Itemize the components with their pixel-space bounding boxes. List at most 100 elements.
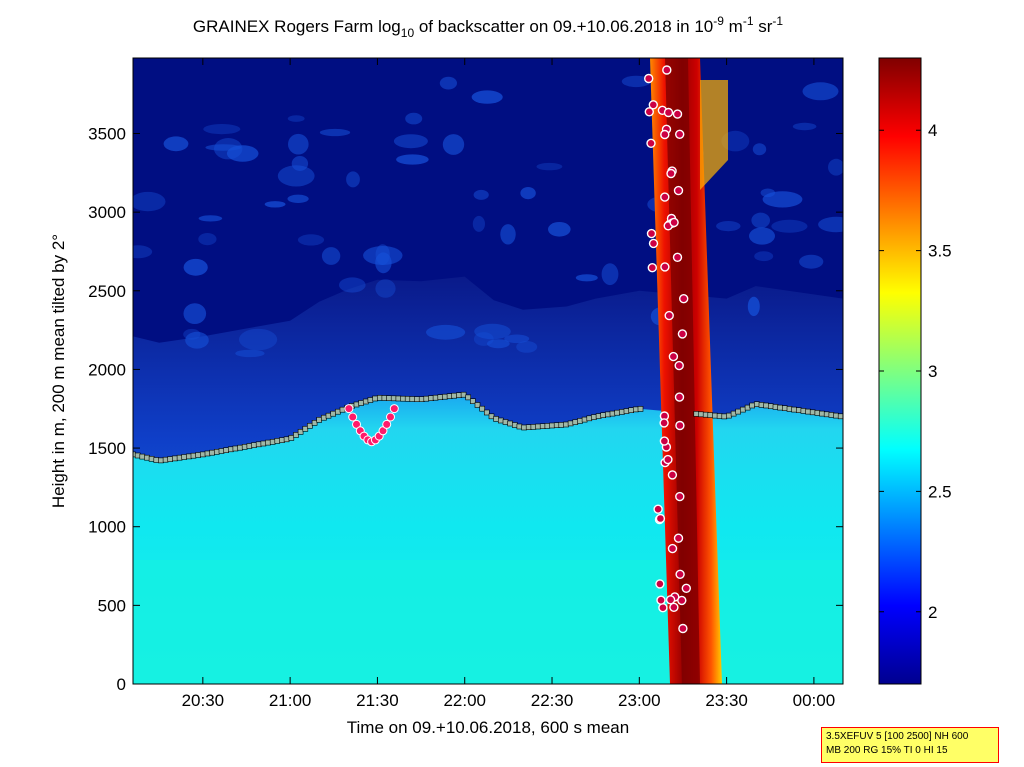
precipitation-marker: [646, 138, 656, 149]
cloud-patch: [287, 194, 309, 203]
boundary-layer-marker: [451, 392, 458, 399]
boundary-layer-marker: [228, 446, 234, 453]
boundary-layer-marker: [325, 412, 332, 419]
cloud-patch: [133, 191, 166, 212]
cloud-patch: [277, 165, 315, 187]
boundary-layer-marker: [409, 396, 416, 402]
precipitation-marker: [644, 73, 654, 84]
colorbar: [878, 57, 922, 685]
boundary-layer-marker: [614, 409, 621, 416]
cloud-patch: [133, 245, 153, 259]
boundary-layer-marker: [781, 405, 788, 412]
boundary-layer-marker: [758, 402, 765, 408]
cloud-patch: [439, 76, 457, 90]
heatmap-area: [133, 58, 843, 684]
precipitation-marker: [647, 263, 657, 273]
cloud-patch: [486, 339, 510, 349]
cloud-patch: [601, 263, 619, 286]
boundary-layer-marker: [223, 447, 229, 454]
cloud-patch: [288, 133, 309, 155]
boundary-layer-marker: [148, 455, 155, 462]
boundary-layer-marker: [525, 424, 532, 431]
boundary-layer-marker: [274, 438, 281, 444]
cloud-patch: [472, 215, 485, 232]
precipitation-marker: [664, 310, 674, 321]
boundary-layer-marker: [726, 412, 732, 419]
near-surface-layer: [133, 560, 843, 684]
boundary-layer-marker: [544, 423, 551, 429]
title-superscript-2: -1: [743, 14, 754, 28]
y-tick-label: 3500: [88, 124, 126, 143]
cloud-patch: [321, 247, 341, 265]
boundary-layer-marker: [698, 411, 704, 418]
boundary-layer-marker: [623, 408, 630, 414]
colorbar-ticks: 2 2.5 3 3.5 4: [879, 121, 952, 622]
y-tick-label: 1500: [88, 439, 126, 458]
boundary-layer-marker: [307, 422, 313, 429]
boundary-layer-marker: [730, 410, 737, 417]
boundary-layer-marker: [404, 395, 411, 402]
boundary-layer-marker: [400, 395, 406, 402]
boundary-layer-marker: [511, 422, 518, 428]
boundary-layer-marker: [800, 408, 807, 414]
cloud-patch: [504, 334, 530, 344]
boundary-layer-marker: [372, 395, 378, 402]
boundary-layer-marker: [241, 443, 248, 450]
boundary-layer-marker: [214, 448, 220, 455]
boundary-layer-marker: [200, 451, 206, 458]
cloud-patch: [548, 222, 571, 237]
boundary-layer-marker: [809, 409, 816, 416]
cloud-patch: [346, 171, 360, 188]
boundary-layer-marker: [195, 452, 201, 458]
cloud-patch: [721, 130, 750, 152]
boundary-layer-marker: [600, 412, 607, 419]
boundary-layer-marker: [172, 455, 178, 462]
boundary-layer-marker: [474, 402, 481, 408]
boundary-layer-marker: [293, 432, 299, 438]
boundary-layer-marker: [181, 454, 187, 460]
boundary-layer-marker: [488, 413, 495, 420]
precipitation-marker: [672, 109, 683, 119]
precipitation-marker: [667, 543, 678, 554]
x-axis-ticks: 20:30 21:00 21:30 22:00 22:30 23:00 23:30 00:00: [182, 58, 835, 710]
precipitation-marker: [663, 454, 673, 465]
colorbar-tick-label: 2: [928, 603, 937, 622]
precipitation-marker: [660, 129, 670, 140]
boundary-layer-marker: [311, 419, 318, 426]
boundary-layer-marker: [460, 391, 467, 398]
boundary-layer-marker: [437, 394, 444, 401]
precipitation-marker: [668, 351, 679, 362]
precipitation-marker: [673, 185, 684, 196]
boundary-layer-marker: [158, 457, 164, 464]
precipitation-marker: [653, 504, 663, 514]
precipitation-marker: [659, 436, 670, 446]
boundary-layer-marker: [628, 407, 635, 414]
boundary-layer-marker: [446, 393, 453, 400]
precipitation-marker: [656, 595, 666, 605]
boundary-layer-marker: [549, 422, 555, 429]
boundary-layer-marker: [470, 398, 476, 405]
boundary-layer-marker: [521, 424, 527, 431]
y-tick-label: 1000: [88, 518, 126, 537]
cloud-patch: [203, 124, 241, 135]
cloud-patch: [287, 115, 305, 122]
title-subscript: 10: [401, 26, 415, 40]
boundary-layer-marker: [483, 409, 490, 416]
boundary-layer-marker: [716, 413, 723, 419]
precipitation-marker: [648, 100, 658, 110]
boundary-layer-marker: [502, 419, 509, 425]
boundary-layer-marker: [609, 410, 616, 417]
cloud-patch: [516, 341, 538, 353]
precipitation-marker: [681, 583, 691, 593]
boundary-layer-marker: [283, 436, 290, 443]
precipitation-marker: [677, 329, 688, 339]
boundary-layer-marker: [367, 397, 374, 403]
boundary-layer-marker: [418, 396, 425, 403]
colorbar-tick-label: 3: [928, 362, 937, 381]
precipitation-marker: [660, 262, 670, 272]
precipitation-marker: [660, 192, 670, 202]
precipitation-marker: [665, 595, 676, 605]
title-superscript-3: -1: [772, 14, 783, 28]
boundary-layer-marker: [246, 443, 253, 449]
boundary-layer-marker: [395, 395, 402, 402]
